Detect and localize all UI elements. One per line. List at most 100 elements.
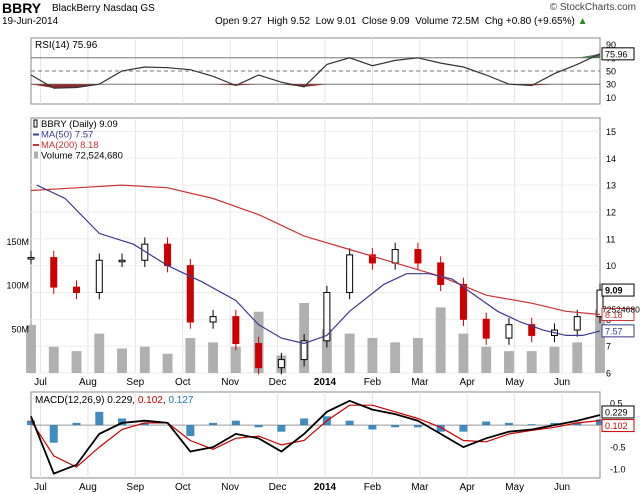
macd-histogram-bar	[118, 418, 127, 426]
rsi-tick-label: 50	[606, 67, 616, 77]
x-tick-label-bottom: Aug	[79, 482, 97, 493]
volume-bar	[435, 307, 446, 373]
x-tick-label-bottom: Apr	[459, 482, 475, 493]
x-tick-label-bottom: Oct	[175, 482, 191, 493]
x-tick-label: Nov	[221, 377, 239, 388]
legend-volume-swatch	[34, 151, 38, 159]
macd-line	[30, 399, 601, 475]
x-axis: Jul Aug Sep Oct Nov Dec 2014 Feb Mar Apr May Jun Jul…	[34, 377, 570, 493]
x-tick-label-bottom: Feb	[364, 482, 382, 493]
macd-histogram-bar	[277, 425, 286, 432]
rsi-oversold-fill	[531, 84, 555, 86]
candle-body	[437, 262, 445, 285]
macd-histogram-bar	[27, 420, 35, 426]
macd-histogram-bar	[300, 418, 309, 426]
volume-bar	[412, 338, 423, 373]
macd-histogram-bar	[573, 422, 582, 426]
macd-histogram-bar	[482, 421, 491, 426]
x-tick-label: 2014	[314, 377, 337, 388]
price-panel: 1514131211109876150M100M50M9.098.187.577…	[6, 117, 640, 379]
macd-histogram-bar	[459, 425, 468, 432]
macd-histogram-bar	[95, 411, 104, 426]
candle-body	[573, 316, 581, 331]
x-tick-label: Sep	[126, 377, 144, 388]
volume-bar	[71, 351, 82, 373]
ma50-value-label: 7.57	[605, 326, 623, 336]
macd-histogram-bar	[368, 425, 377, 430]
price-frame	[30, 117, 601, 374]
volume-bar	[367, 338, 378, 373]
macd-histogram-bar	[550, 422, 559, 426]
volume-bar	[458, 333, 469, 373]
macd-tick-label: -1.0	[610, 465, 626, 475]
company-name: BlackBerry Nasdaq GS	[52, 3, 155, 14]
x-tick-label: May	[505, 377, 524, 388]
candle-body	[164, 243, 172, 267]
x-tick-label: Dec	[269, 377, 287, 388]
volume-bar	[572, 342, 583, 373]
x-tick-label-bottom: Jun	[554, 482, 570, 493]
macd-histogram-bar	[596, 419, 604, 426]
macd-histogram-bar	[254, 425, 263, 428]
rsi-legend: RSI(14) 75.96	[35, 40, 98, 51]
rsi-oversold-fill	[304, 84, 327, 87]
ma50-value-label-box	[601, 324, 635, 338]
volume-bar	[94, 333, 105, 373]
rsi-oversold-fill	[235, 84, 259, 86]
brand-label[interactable]: © StockCharts.com	[549, 2, 636, 13]
macd-legend-sep: ,	[132, 395, 138, 406]
candle-body	[459, 283, 467, 320]
volume-tick-label: 150M	[6, 237, 29, 247]
price-tick-label: 10	[606, 261, 616, 271]
volume-bar	[139, 346, 150, 373]
volume-value-label: 72524680	[602, 305, 640, 315]
macd-histogram-bar	[345, 420, 354, 426]
ticker-symbol: BBRY	[2, 0, 42, 16]
macd-histogram-bar	[527, 424, 536, 426]
candle-body	[414, 249, 422, 264]
macd-tick-label: 0.5	[610, 399, 623, 409]
volume-tick-label: 100M	[6, 281, 29, 291]
candle-body	[232, 316, 240, 344]
candle-body	[27, 257, 35, 260]
candle-body	[596, 289, 604, 318]
volume-bar	[26, 324, 36, 373]
rsi-tick-label: 30	[606, 80, 616, 90]
volume-bar	[117, 348, 127, 373]
macd-histogram-bar	[140, 422, 149, 426]
volume-tick-label: 50M	[11, 324, 29, 334]
price-legend-entry: MA(200) 8.18	[41, 140, 99, 151]
macd-histogram-bar	[391, 425, 400, 428]
x-tick-label: Aug	[79, 377, 97, 388]
macd-tick-label: -0.5	[610, 443, 626, 453]
x-tick-label: Oct	[175, 377, 191, 388]
candle-body	[368, 254, 376, 264]
volume-bar	[321, 329, 332, 373]
volume-bar	[526, 351, 537, 373]
macd-histogram-bar	[209, 422, 218, 426]
volume-bar	[162, 353, 173, 373]
candle-body	[300, 340, 308, 361]
volume-bar	[344, 333, 355, 373]
rsi-tick-label: 90	[606, 40, 616, 50]
price-tick-label: 12	[606, 207, 616, 217]
volume-bar	[549, 346, 560, 373]
x-tick-label-bottom: Dec	[269, 482, 287, 493]
candle-body	[73, 286, 81, 293]
macd-value-label: 0.229	[605, 407, 628, 417]
macd-legend-value: 0.229	[107, 395, 132, 406]
quote-summary: Open 9.27 High 9.52 Low 9.01 Close 9.09 …	[215, 16, 588, 27]
x-tick-label-bottom: Sep	[126, 482, 144, 493]
ma200-line	[30, 184, 601, 316]
change-up-arrow-icon: ▲	[577, 16, 588, 27]
ma200-value-label-box	[601, 307, 635, 321]
rsi-tick-label: 10	[606, 93, 616, 103]
quote-date: 19-Jun-2014	[2, 16, 59, 27]
price-legend-entry: Volume 72,524,680	[41, 151, 123, 162]
candle-body	[323, 291, 331, 342]
macd-histogram-bar	[504, 422, 513, 426]
macd-legend-hist: 0.127	[168, 395, 193, 406]
macd-histogram-bar	[72, 422, 81, 426]
